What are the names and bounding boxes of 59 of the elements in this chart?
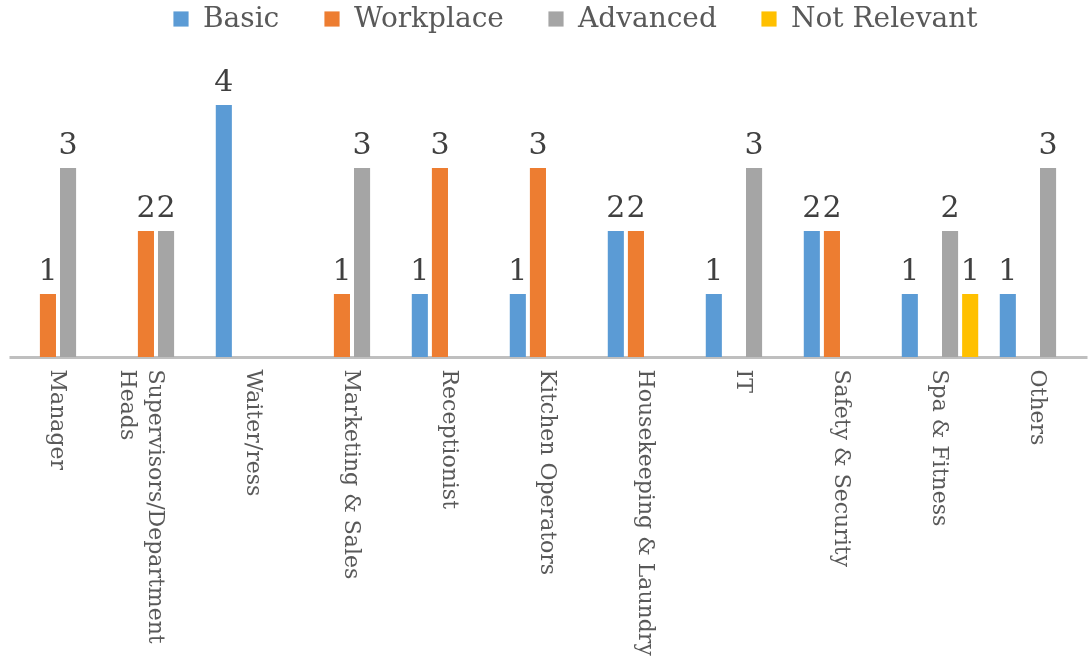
data-label: 1 [38, 252, 58, 287]
bar [746, 168, 763, 357]
data-label: 2 [136, 189, 156, 224]
x-tick-label: Kitchen Operators [536, 369, 561, 576]
data-label: 2 [822, 189, 842, 224]
data-label: 3 [352, 126, 372, 161]
data-label: 1 [410, 252, 430, 287]
bar [803, 231, 820, 357]
bar [607, 231, 624, 357]
data-label: 3 [744, 126, 764, 161]
data-label: 2 [606, 189, 626, 224]
bar [354, 168, 371, 357]
x-tick-label: Safety & Security [830, 369, 855, 568]
x-tick-label: Manager [46, 369, 71, 471]
data-label: 2 [156, 189, 176, 224]
bar [823, 231, 840, 357]
bar [962, 294, 979, 357]
bar [39, 294, 56, 357]
x-tick-label: Marketing & Sales [340, 369, 365, 580]
legend-label: Not Relevant [791, 1, 979, 34]
data-label: 2 [626, 189, 646, 224]
legend-label: Advanced [577, 1, 717, 34]
bar [999, 294, 1016, 357]
x-tick-label: Spa & Fitness [928, 369, 953, 527]
bar [901, 294, 918, 357]
bar [529, 168, 546, 357]
data-label: 2 [802, 189, 822, 224]
bar [509, 294, 526, 357]
data-label: 1 [704, 252, 724, 287]
bar [158, 231, 175, 357]
x-tick-label: Supervisors/Department Heads [116, 369, 169, 644]
data-label: 3 [1038, 126, 1058, 161]
data-label: 1 [332, 252, 352, 287]
data-label: 1 [900, 252, 920, 287]
bar [215, 105, 232, 357]
data-label: 1 [998, 252, 1018, 287]
bar [411, 294, 428, 357]
x-tick-label: Others [1026, 369, 1051, 446]
x-tick-label: IT [732, 369, 757, 394]
bar [333, 294, 350, 357]
x-tick-label: Receptionist [438, 369, 463, 510]
bar [137, 231, 154, 357]
bar [627, 231, 644, 357]
x-tick-label: Waiter/ress [242, 369, 267, 497]
data-label: 4 [214, 63, 234, 98]
x-tick-label: Housekeeping & Laundry [634, 369, 659, 657]
bar [60, 168, 77, 357]
bar [431, 168, 448, 357]
legend-label: Basic [203, 1, 280, 34]
legend-label: Workplace [354, 1, 504, 34]
data-label: 1 [508, 252, 528, 287]
bar [1040, 168, 1057, 357]
bar [705, 294, 722, 357]
bar [942, 231, 959, 357]
data-label: 2 [940, 189, 960, 224]
data-label: 1 [960, 252, 980, 287]
data-label: 3 [58, 126, 78, 161]
data-label: 3 [528, 126, 548, 161]
data-label: 3 [430, 126, 450, 161]
